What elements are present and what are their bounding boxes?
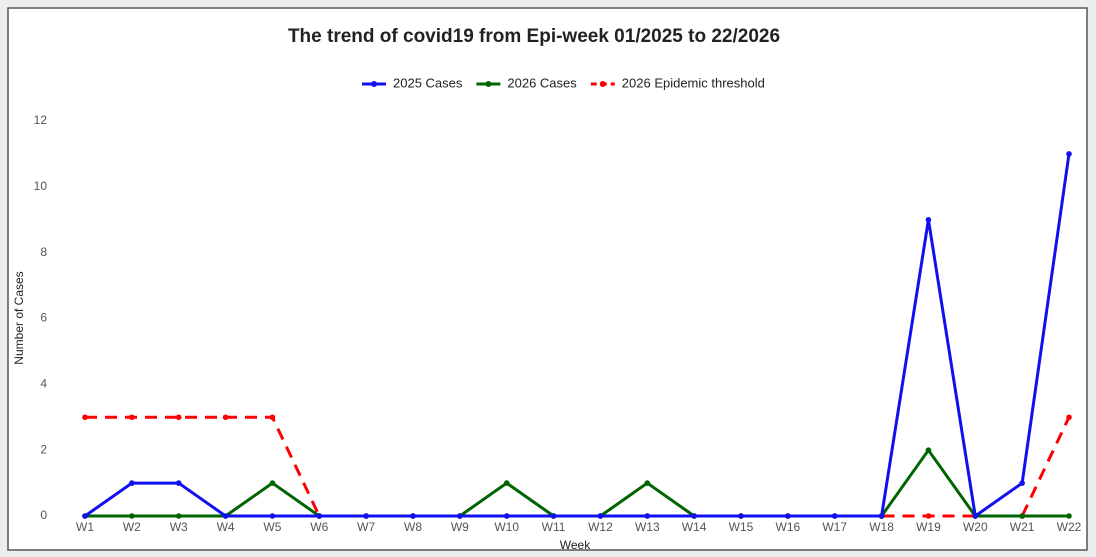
data-point <box>1066 414 1072 421</box>
x-tick-label: W3 <box>170 520 188 534</box>
chart-frame <box>7 7 1088 551</box>
x-tick-label: W20 <box>963 520 988 534</box>
x-tick-label: W11 <box>542 520 566 534</box>
data-point <box>269 414 276 421</box>
x-tick-label: W19 <box>916 520 941 534</box>
x-tick-label: W10 <box>494 520 519 534</box>
data-point <box>222 414 229 421</box>
data-point <box>175 513 182 519</box>
x-tick-label: W15 <box>729 520 754 534</box>
data-point <box>222 513 229 519</box>
x-tick-label: W21 <box>1010 520 1035 534</box>
x-tick-label: W6 <box>310 520 328 534</box>
data-point <box>925 513 932 519</box>
data-point <box>129 513 135 519</box>
y-tick-label: 10 <box>34 179 48 193</box>
x-tick-label: W13 <box>635 520 660 534</box>
data-point <box>410 513 416 519</box>
data-point <box>1066 513 1072 519</box>
data-point <box>1019 513 1025 519</box>
legend-marker <box>485 81 492 87</box>
data-point <box>785 513 791 519</box>
data-point <box>691 513 697 519</box>
data-point <box>457 513 463 519</box>
x-tick-label: W8 <box>404 520 422 534</box>
data-point <box>363 513 369 519</box>
data-point <box>1066 151 1072 157</box>
x-tick-label: W16 <box>776 520 801 534</box>
legend-marker <box>371 81 377 87</box>
data-point <box>550 513 557 519</box>
y-tick-label: 12 <box>34 113 48 127</box>
data-point <box>129 414 135 421</box>
data-point <box>503 480 510 486</box>
y-tick-label: 0 <box>40 508 47 522</box>
data-point <box>175 414 182 421</box>
x-tick-label: W1 <box>76 520 94 534</box>
data-point <box>644 513 651 519</box>
legend-label: 2025 Cases <box>393 75 463 90</box>
y-tick-label: 4 <box>40 377 47 391</box>
y-axis-label: Number of Cases <box>12 271 26 364</box>
x-tick-label: W22 <box>1057 520 1082 534</box>
x-axis-label: Week <box>560 538 591 552</box>
x-tick-label: W7 <box>357 520 375 534</box>
data-point <box>82 513 88 519</box>
y-tick-label: 2 <box>40 442 47 456</box>
x-tick-label: W2 <box>123 520 141 534</box>
chart-title: The trend of covid19 from Epi-week 01/20… <box>288 26 780 47</box>
x-tick-label: W9 <box>451 520 469 534</box>
legend-label: 2026 Cases <box>507 75 577 90</box>
x-tick-label: W12 <box>588 520 613 534</box>
data-point <box>82 414 88 421</box>
data-point <box>1019 480 1025 486</box>
data-point <box>925 216 932 223</box>
data-point <box>503 513 510 519</box>
series-line <box>85 415 1071 518</box>
legend-label: 2026 Epidemic threshold <box>622 75 765 90</box>
data-point <box>878 513 885 519</box>
data-point <box>269 513 276 519</box>
data-point <box>269 480 276 486</box>
data-point <box>175 480 182 486</box>
legend-marker <box>599 81 606 87</box>
data-point <box>597 513 604 519</box>
y-tick-label: 8 <box>40 245 47 259</box>
y-tick-label: 6 <box>40 311 47 325</box>
data-point <box>644 480 651 486</box>
data-point <box>831 513 838 519</box>
data-point <box>972 513 979 519</box>
series-line <box>84 153 1071 519</box>
data-point <box>129 480 135 486</box>
data-point <box>316 513 323 519</box>
data-point <box>738 513 744 519</box>
x-tick-label: W18 <box>869 520 894 534</box>
x-tick-label: W5 <box>263 520 281 534</box>
data-point <box>925 447 932 453</box>
x-tick-label: W14 <box>682 520 707 534</box>
x-tick-label: W17 <box>822 520 847 534</box>
x-tick-label: W4 <box>217 520 235 534</box>
